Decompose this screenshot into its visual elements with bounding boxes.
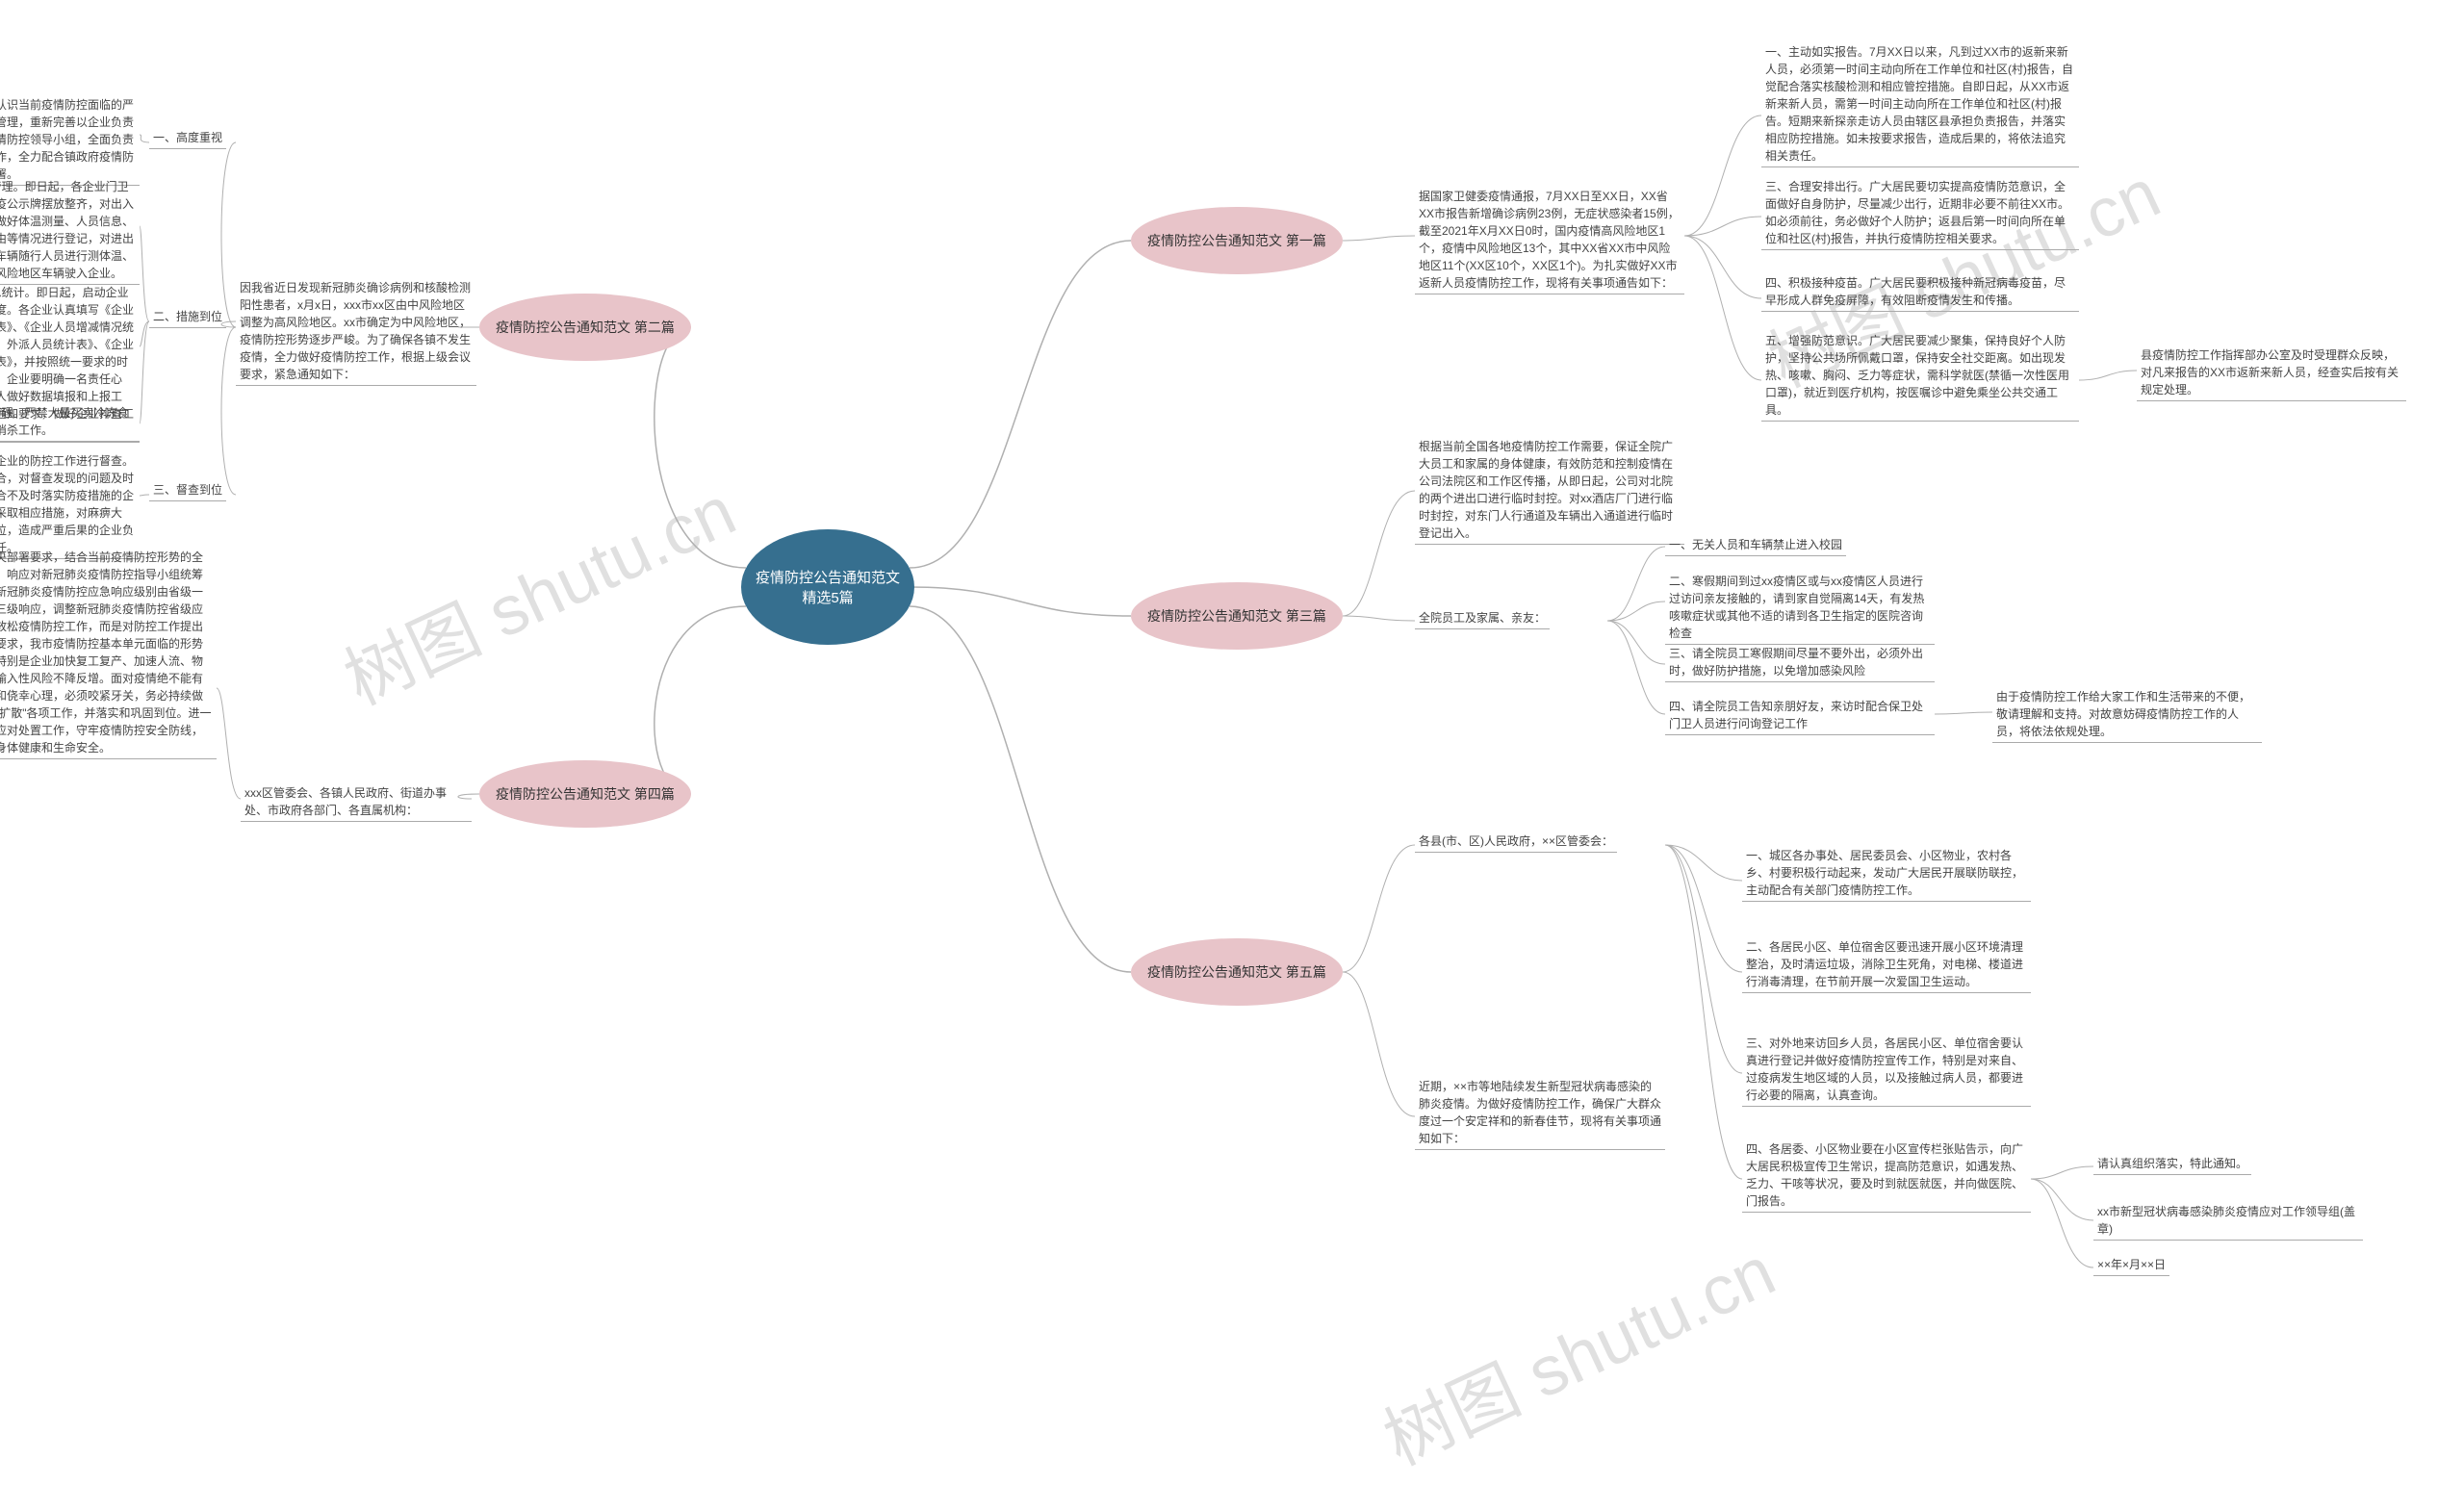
branch-1-leaf-2: 三、合理安排出行。广大居民要切实提高疫情防范意识，全面做好自身防护，尽量减少出行… [1761, 178, 2079, 250]
branch-3: 疫情防控公告通知范文 第三篇 [1131, 582, 1343, 650]
watermark-1: 树图 shutu.cn [325, 455, 749, 725]
branch-2-leaf-3: 相关部门会不断对企业的防控工作进行督查。各企业务必高度配合，对督查发现的问题及时… [0, 452, 140, 559]
branch-4: 疫情防控公告通知范文 第四篇 [479, 760, 691, 828]
branch-3-audience: 全院员工及家属、亲友： [1415, 609, 1550, 629]
branch-2-label-1: 一、高度重视 [149, 129, 226, 149]
branch-1-intro: 据国家卫健委疫情通报，7月XX日至XX日，XX省XX市报告新增确诊病例23例，无… [1415, 188, 1684, 294]
branch-4-leaf-1: 为深入贯彻落实中央部署要求，结合当前疫情防控形势的全面评估和综合研判，响应对新冠… [0, 549, 217, 759]
branch-2: 疫情防控公告通知范文 第二篇 [479, 294, 691, 361]
branch-3-intro: 根据当前全国各地疫情防控工作需要，保证全院广大员工和家属的身体健康，有效防范和控… [1415, 438, 1684, 545]
branch-3-leaf-1: 一、无关人员和车辆禁止进入校园 [1665, 536, 1846, 556]
branch-2-leaf-2c: 4、加强企业食堂管理。严禁大量买卖冷冻食品。注意做好消毒消杀工作。 [0, 404, 140, 442]
branch-2-leaf-2a: 1、加强企业门卫管理。即日起，各企业门卫不能空岗，各场防疫公示牌摆放整齐，对出入… [0, 178, 140, 285]
branch-5-audience: 各县(市、区)人民政府，××区管委会： [1415, 832, 1617, 853]
mindmap-root: 疫情防控公告通知范文精选5篇 [741, 529, 914, 645]
branch-2-label-3: 三、督查到位 [149, 481, 226, 501]
branch-2-label-2: 二、措施到位 [149, 308, 226, 328]
branch-5-tail-3: ××年×月××日 [2093, 1256, 2169, 1276]
branch-5-tail-2: xx市新型冠状病毒感染肺炎疫情应对工作领导组(盖章) [2093, 1203, 2363, 1241]
branch-3-tail: 由于疫情防控工作给大家工作和生活带来的不便，敬请理解和支持。对故意妨碍疫情防控工… [1992, 688, 2262, 743]
branch-5-tail-1: 请认真组织落实，特此通知。 [2093, 1155, 2251, 1175]
branch-1-leaf-4: 五、增强防范意识。广大居民要减少聚集，保持良好个人防护，坚持公共场所佩戴口罩，保… [1761, 332, 2079, 422]
branch-3-leaf-2: 二、寒假期间到过xx疫情区或与xx疫情区人员进行过访问亲友接触的，请到家自觉隔离… [1665, 573, 1935, 645]
branch-4-intro: xxx区管委会、各镇人民政府、街道办事处、市政府各部门、各直属机构： [241, 784, 472, 822]
branch-2-leaf-1: 企业负责人要高度认识当前疫情防控面临的严峻形势，加强企业管理，重新完善以企业负责… [0, 96, 140, 186]
watermark-3: 树图 shutu.cn [1365, 1216, 1788, 1485]
branch-1-leaf-3: 四、积极接种疫苗。广大居民要积极接种新冠病毒疫苗，尽早形成人群免疫屏障，有效阻断… [1761, 274, 2079, 312]
branch-1: 疫情防控公告通知范文 第一篇 [1131, 207, 1343, 274]
branch-5-leaf-2: 二、各居民小区、单位宿舍区要迅速开展小区环境清理整治，及时清运垃圾，消除卫生死角… [1742, 938, 2031, 993]
branch-5: 疫情防控公告通知范文 第五篇 [1131, 938, 1343, 1006]
branch-1-leaf-1: 一、主动如实报告。7月XX日以来，凡到过XX市的返新来新人员，必须第一时间主动向… [1761, 43, 2079, 167]
branch-5-leaf-1: 一、城区各办事处、居民委员会、小区物业，农村各乡、村要积极行动起来，发动广大居民… [1742, 847, 2031, 902]
branch-2-intro: 因我省近日发现新冠肺炎确诊病例和核酸检测阳性患者，x月x日，xxx市xx区由中风… [236, 279, 476, 386]
branch-5-intro: 近期，××市等地陆续发生新型冠状病毒感染的肺炎疫情。为做好疫情防控工作，确保广大… [1415, 1078, 1665, 1150]
branch-3-leaf-3: 三、请全院员工寒假期间尽量不要外出，必须外出时，做好防护措施，以免增加感染风险 [1665, 645, 1935, 682]
branch-1-tail: 县疫情防控工作指挥部办公室及时受理群众反映，对凡来报告的XX市返新来新人员，经查… [2137, 346, 2406, 401]
branch-5-leaf-4: 四、各居委、小区物业要在小区宣传栏张贴告示，向广大居民积极宣传卫生常识，提高防范… [1742, 1140, 2031, 1213]
branch-5-leaf-3: 三、对外地来访回乡人员，各居民小区、单位宿舍要认真进行登记并做好疫情防控宣传工作… [1742, 1035, 2031, 1107]
branch-3-leaf-4: 四、请全院员工告知亲朋好友，来访时配合保卫处门卫人员进行问询登记工作 [1665, 698, 1935, 735]
